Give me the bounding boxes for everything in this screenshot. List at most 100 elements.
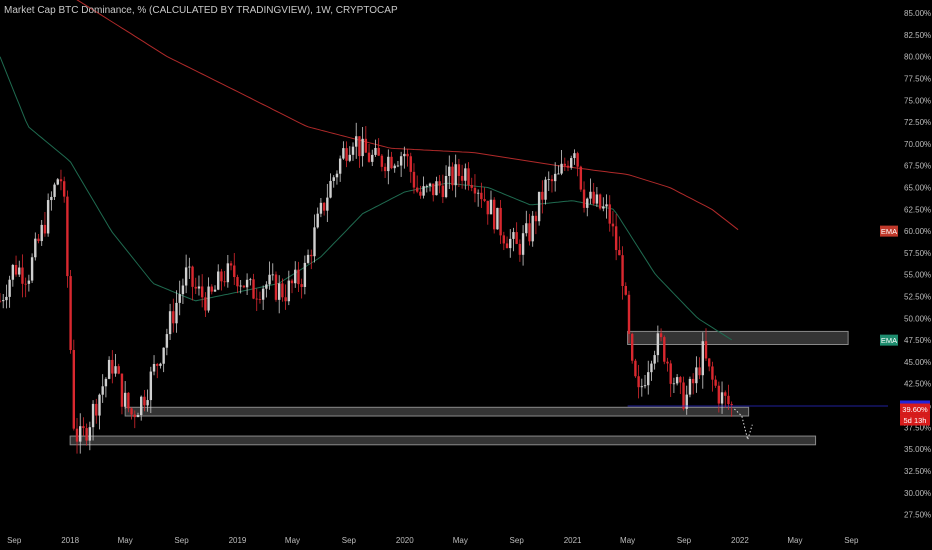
candle-body-103 [329,180,332,198]
time-axis[interactable]: Sep 2018 May Sep 2019 May Sep 2020 May Sep 2021 May… [7,536,859,545]
ema-green-tag: EMA [881,336,897,345]
candle-body-71 [226,263,230,283]
candle-body-166 [531,215,534,242]
candle-body-88 [281,283,284,298]
x-tick-label-3: Sep [174,536,189,545]
candle-body-58 [184,267,188,286]
x-tick-label-10: 2021 [564,536,582,545]
candle-body-132 [422,186,425,196]
candle-body-154 [492,199,496,230]
candle-body-3 [8,279,11,297]
candle-body-116 [371,154,374,162]
candle-body-55 [175,302,178,324]
candle-body-45 [143,396,146,406]
candle-body-31 [98,394,101,416]
zone-rect-2 [69,435,817,446]
x-tick-label-9: Sep [510,536,525,545]
candle-body-170 [544,179,547,200]
candle-body-137 [438,181,441,186]
candle-body-75 [239,285,242,287]
y-tick-label-6: 70.00% [904,140,931,149]
price-axis[interactable]: 85.00% 82.50% 80.00% 77.50% 75.00% 72.50% 70.0… [888,0,932,550]
candle-body-192 [614,226,618,251]
candle-body-59 [188,266,191,268]
candle-body-177 [566,165,570,168]
candle-body-81 [258,299,262,300]
y-tick-label-17: 42.50% [904,380,931,389]
candle-body-16 [50,196,53,201]
candle-body-69 [220,271,223,282]
candle-body-62 [197,286,201,289]
candle-body-212 [679,377,682,383]
x-tick-label-0: Sep [7,536,22,545]
y-tick-label-2: 80.00% [904,53,931,62]
candle-body-184 [589,191,592,199]
y-tick-label-0: 85.00% [904,9,931,18]
candle-body-76 [242,285,246,288]
candle-body-204 [653,355,656,364]
candle-body-27 [85,428,88,441]
candle-body-66 [210,286,213,292]
candle-body-191 [611,223,615,227]
y-tick-label-11: 57.50% [904,249,931,258]
candle-body-94 [300,284,303,287]
candle-body-111 [355,136,358,147]
candle-body-146 [467,168,470,186]
candle-body-224 [717,385,721,404]
price-red-tag-bg [900,403,930,415]
candle-body-203 [650,363,653,373]
price-axis-background [888,0,932,550]
zones-layer [69,330,849,446]
y-tick-label-8: 65.00% [904,184,931,193]
candle-body-228 [730,404,733,406]
candle-body-46 [146,400,149,406]
candle-body-80 [255,298,258,300]
candle-body-210 [672,383,676,385]
candle-body-202 [647,372,650,386]
candle-body-19 [59,179,63,182]
candle-body-134 [428,183,432,186]
candle-body-201 [643,385,647,387]
candle-body-133 [425,185,429,187]
candle-body-98 [313,227,316,257]
chart-title: Market Cap BTC Dominance, % (CALCULATED … [4,5,398,16]
candle-body-13 [40,224,43,242]
candle-body-8 [24,283,27,285]
candle-body-51 [162,347,165,364]
candle-body-209 [669,363,672,384]
candle-body-61 [194,286,197,289]
candle-body-20 [62,181,66,197]
candle-body-48 [152,364,156,372]
candle-body-64 [204,297,207,311]
candle-body-227 [727,395,730,405]
candle-body-101 [322,202,326,211]
candle-body-73 [233,265,236,278]
candle-body-216 [691,378,695,384]
candle-body-165 [528,223,531,242]
candle-body-222 [711,366,714,380]
candle-body-53 [168,311,172,335]
candle-body-186 [595,194,599,204]
y-tick-label-9: 62.50% [904,205,931,214]
y-tick-label-14: 50.00% [904,314,931,323]
ema-red-tag-bg [880,225,898,237]
candle-body-127 [406,153,409,157]
candle-body-63 [200,286,204,298]
candle-body-113 [361,138,364,157]
candle-body-225 [720,392,724,404]
candle-body-187 [598,194,602,209]
candle-body-57 [181,285,185,295]
candle-body-79 [252,279,255,299]
candle-body-42 [133,414,136,418]
countdown-tag-bg [900,414,930,426]
candle-body-172 [550,179,554,182]
candle-body-22 [69,276,72,351]
candle-body-197 [630,333,634,361]
candles-layer [0,122,733,454]
candle-body-194 [621,255,624,287]
candle-body-5 [14,264,18,275]
candle-body-56 [178,294,181,303]
candle-body-104 [332,177,335,181]
candle-body-112 [358,136,361,157]
